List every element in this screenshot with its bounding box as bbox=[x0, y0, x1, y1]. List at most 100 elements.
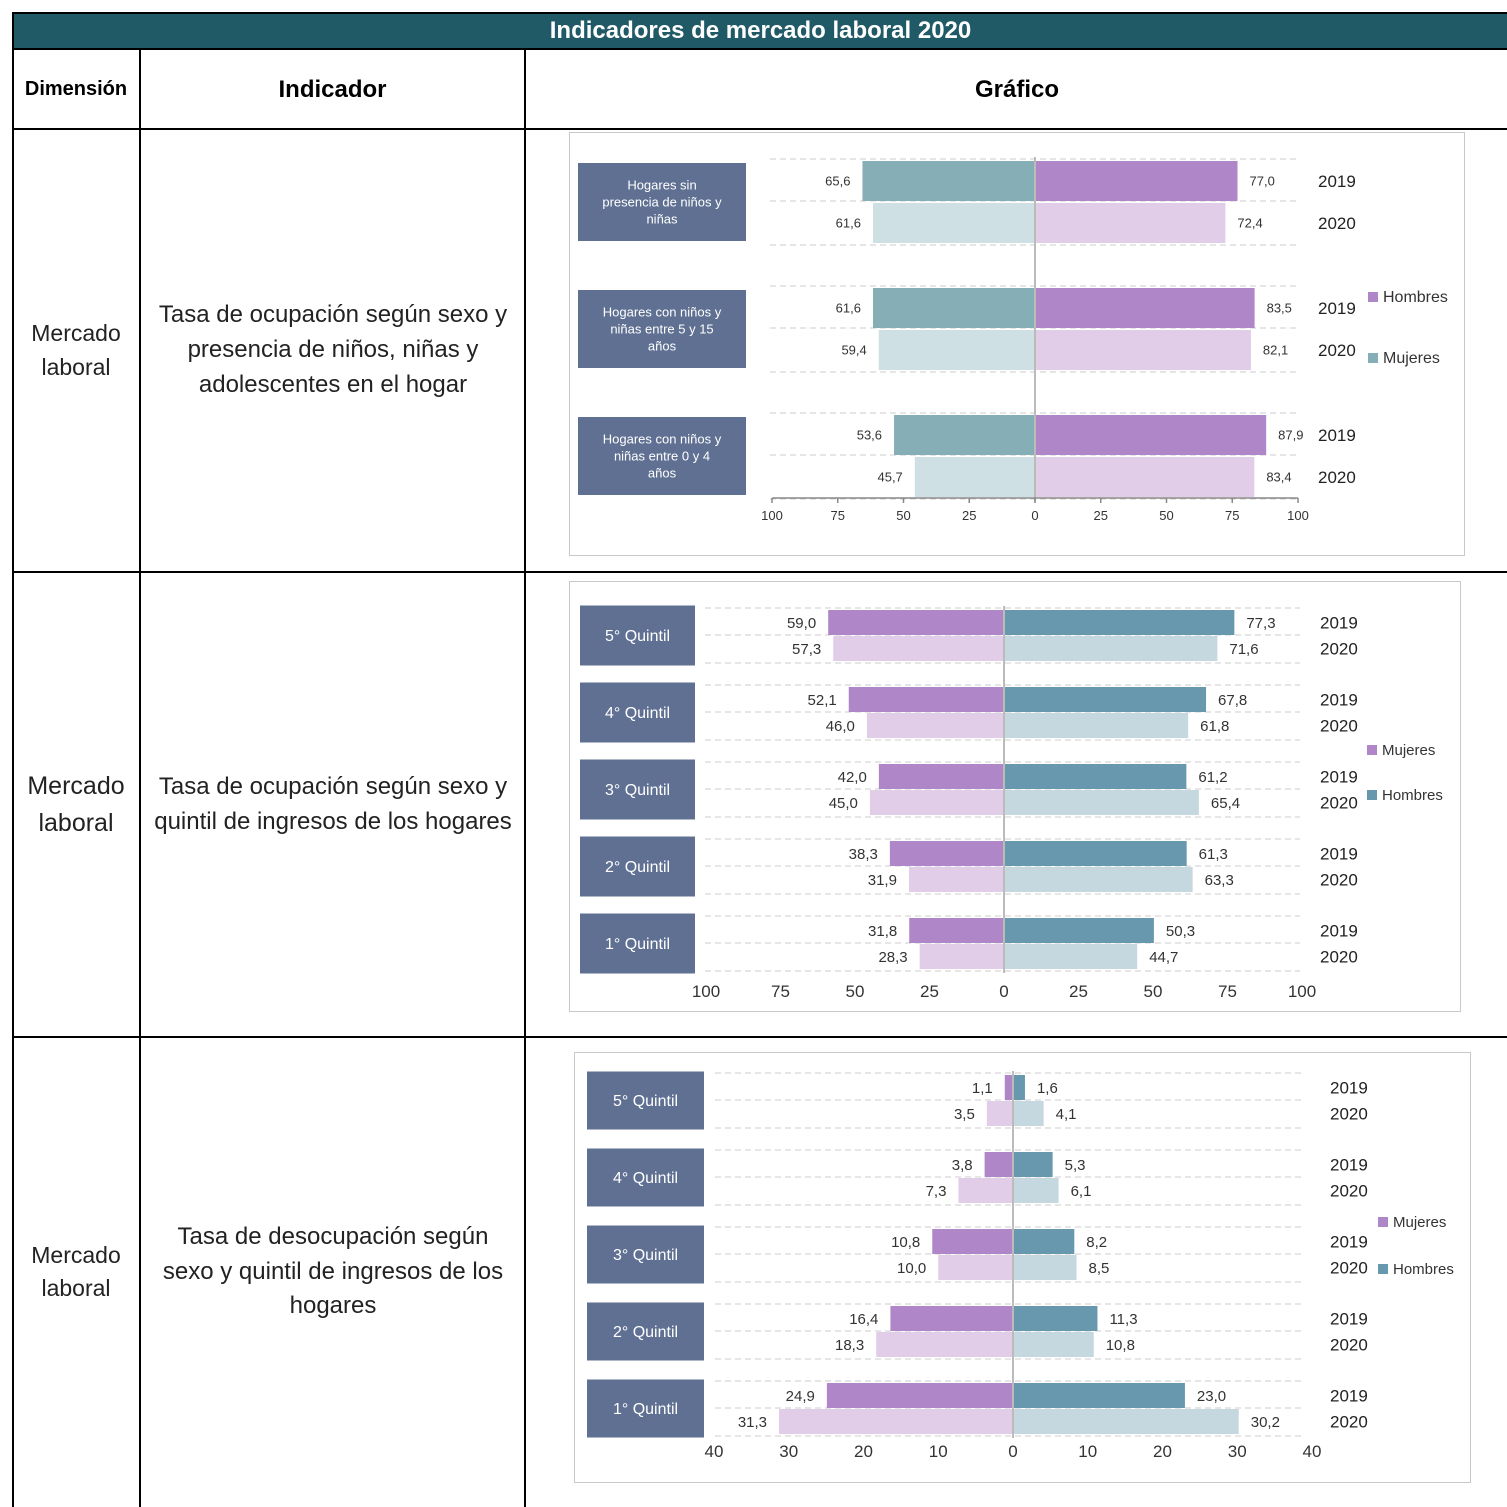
category-label-box bbox=[578, 290, 746, 368]
bar-left bbox=[876, 1332, 1013, 1357]
bar-right bbox=[1004, 841, 1187, 866]
value-label-right: 30,2 bbox=[1251, 1414, 1280, 1431]
year-label: 2019 bbox=[1318, 426, 1356, 445]
bar-right bbox=[1013, 1152, 1053, 1177]
bar-right bbox=[1004, 867, 1193, 892]
value-label-right: 5,3 bbox=[1065, 1157, 1086, 1174]
chart-1: Hogares sin presencia de niños y niñas 65,6… bbox=[578, 157, 1448, 523]
bar-right bbox=[1013, 1255, 1077, 1280]
table-title: Indicadores de mercado laboral 2020 bbox=[12, 12, 1507, 50]
value-label-left: 28,3 bbox=[878, 949, 907, 966]
value-label-left: 57,3 bbox=[792, 641, 821, 658]
value-label-right: 77,3 bbox=[1246, 615, 1275, 632]
bar-left bbox=[958, 1178, 1013, 1203]
year-label: 2020 bbox=[1330, 1259, 1368, 1278]
year-label: 2020 bbox=[1320, 871, 1358, 890]
value-label-left: 59,0 bbox=[787, 615, 816, 632]
chart-2-frame: 5° Quintil 59,0 77,3 2019 57,3 71,6 2020 4° Qui… bbox=[569, 581, 1461, 1012]
bar-right bbox=[1035, 457, 1255, 497]
value-label-right: 61,2 bbox=[1198, 769, 1227, 786]
x-tick-label: 100 bbox=[692, 982, 720, 1001]
category-label: 3° Quintil bbox=[605, 782, 670, 799]
value-label-left: 3,5 bbox=[954, 1106, 975, 1123]
row-3-indicator: Tasa de desocupación según sexo y quinti… bbox=[162, 1222, 504, 1320]
bar-right bbox=[1013, 1332, 1094, 1357]
year-label: 2020 bbox=[1318, 214, 1356, 233]
value-label-right: 72,4 bbox=[1237, 216, 1262, 231]
year-label: 2020 bbox=[1320, 640, 1358, 659]
year-label: 2020 bbox=[1320, 948, 1358, 967]
value-label-right: 6,1 bbox=[1071, 1183, 1092, 1200]
bar-right bbox=[1004, 764, 1187, 789]
legend-label: Hombres bbox=[1383, 289, 1448, 306]
x-tick-label: 40 bbox=[1303, 1442, 1322, 1461]
year-label: 2019 bbox=[1330, 1079, 1368, 1098]
x-tick-label: 75 bbox=[1218, 982, 1237, 1001]
category-label-box bbox=[580, 836, 695, 897]
legend-swatch bbox=[1378, 1217, 1388, 1227]
bar-right bbox=[1004, 610, 1235, 635]
year-label: 2019 bbox=[1320, 922, 1358, 941]
bar-left bbox=[878, 764, 1004, 789]
value-label-right: 63,3 bbox=[1205, 872, 1234, 889]
value-label-right: 65,4 bbox=[1211, 795, 1240, 812]
year-label: 2019 bbox=[1320, 768, 1358, 787]
bar-left bbox=[919, 944, 1004, 969]
bar-left bbox=[984, 1152, 1013, 1177]
bar-left bbox=[878, 330, 1035, 370]
x-tick-label: 30 bbox=[1228, 1442, 1247, 1461]
year-label: 2020 bbox=[1330, 1336, 1368, 1355]
value-label-right: 87,9 bbox=[1278, 428, 1303, 443]
legend-label: Mujeres bbox=[1382, 742, 1435, 759]
x-tick-label: 50 bbox=[846, 982, 865, 1001]
header-indicator: Indicador bbox=[278, 75, 387, 103]
value-label-left: 53,6 bbox=[857, 428, 882, 443]
bar-left bbox=[872, 203, 1035, 243]
x-tick-label: 0 bbox=[1008, 1442, 1017, 1461]
bar-right bbox=[1013, 1075, 1025, 1100]
value-label-left: 45,7 bbox=[877, 470, 902, 485]
bar-left bbox=[908, 867, 1004, 892]
category-label: 2° Quintil bbox=[605, 859, 670, 876]
bar-right bbox=[1013, 1229, 1075, 1254]
x-tick-label: 75 bbox=[1225, 508, 1239, 523]
grid-line bbox=[12, 12, 14, 1507]
row-1-indicator: Tasa de ocupación según sexo y presencia… bbox=[158, 301, 508, 398]
bar-left bbox=[828, 610, 1004, 635]
x-tick-label: 10 bbox=[1078, 1442, 1097, 1461]
bar-right bbox=[1035, 203, 1226, 243]
category-label: 5° Quintil bbox=[605, 628, 670, 645]
year-label: 2019 bbox=[1330, 1310, 1368, 1329]
row-1-dimension: Mercado laboral bbox=[31, 320, 121, 380]
x-tick-label: 100 bbox=[761, 508, 783, 523]
bar-right bbox=[1035, 288, 1255, 328]
bar-left bbox=[914, 457, 1035, 497]
category-label: 1° Quintil bbox=[613, 1401, 678, 1418]
legend-swatch bbox=[1367, 790, 1377, 800]
year-label: 2020 bbox=[1330, 1105, 1368, 1124]
year-label: 2020 bbox=[1330, 1182, 1368, 1201]
bar-left bbox=[986, 1101, 1013, 1126]
x-tick-label: 25 bbox=[1069, 982, 1088, 1001]
value-label-right: 77,0 bbox=[1250, 174, 1275, 189]
bar-left bbox=[1004, 1075, 1013, 1100]
category-label-box bbox=[578, 417, 746, 495]
value-label-right: 8,2 bbox=[1086, 1234, 1107, 1251]
bar-right bbox=[1004, 636, 1218, 661]
bar-left bbox=[779, 1409, 1013, 1434]
row-2-indicator: Tasa de ocupación según sexo y quintil d… bbox=[154, 772, 512, 835]
category-label-box bbox=[580, 913, 695, 974]
x-tick-label: 25 bbox=[920, 982, 939, 1001]
category-label-box bbox=[580, 605, 695, 666]
bar-right bbox=[1004, 713, 1189, 738]
row-2-dimension: Mercado laboral bbox=[27, 772, 125, 837]
year-label: 2020 bbox=[1330, 1413, 1368, 1432]
year-label: 2019 bbox=[1318, 299, 1356, 318]
category-label-line: niñas entre 5 y 15 bbox=[610, 322, 713, 337]
value-label-left: 1,1 bbox=[972, 1080, 993, 1097]
row-3-dimension: Mercado laboral bbox=[31, 1241, 121, 1301]
category-label-line: Hogares sin bbox=[627, 178, 696, 193]
grid-line bbox=[139, 50, 141, 1507]
value-label-left: 10,0 bbox=[897, 1260, 926, 1277]
legend-label: Hombres bbox=[1393, 1261, 1454, 1278]
